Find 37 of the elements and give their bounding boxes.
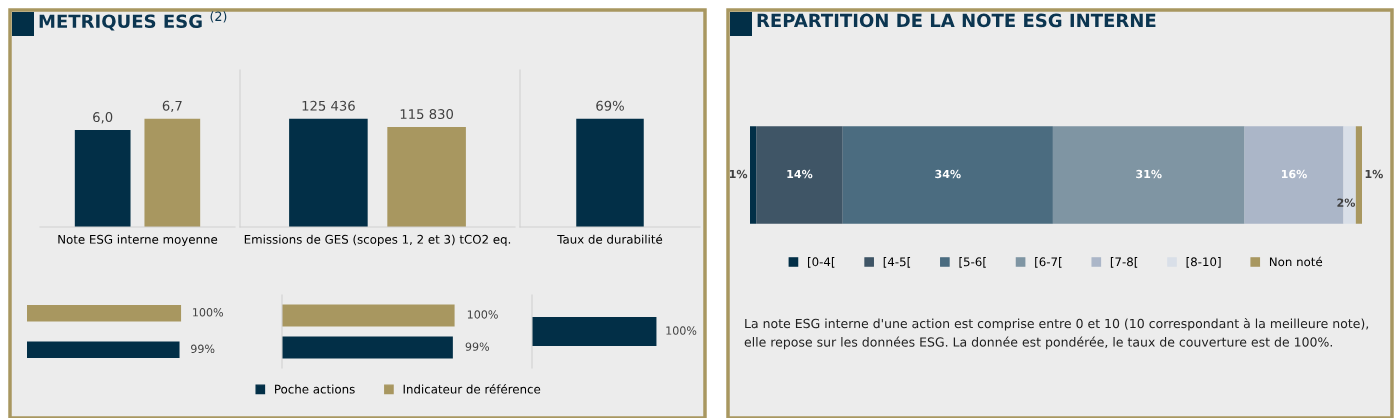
data-label: 100% [666, 326, 697, 335]
bar [756, 126, 843, 224]
annotation: La note ESG interne d'une action est comprise entre 0 et 10 (10 correspondant à la meilleure note), elle repose sur les données ESG. La donnée est pondérée, le taux de couverture est de 100%. [744, 318, 1369, 350]
data-label: 69% [596, 100, 624, 111]
data-label: 125 436 [302, 100, 355, 111]
legend-label: [8-10] [1186, 257, 1221, 268]
x-axis-title: Taux de durabilité [557, 234, 663, 244]
legend-label: [4-5[ [883, 257, 911, 268]
data-label: 16% [1281, 169, 1307, 179]
chart-title: METRIQUES ESG $^{(2)}$ [39, 11, 227, 31]
legend-label: Indicateur de référence [403, 383, 541, 394]
data-label: 31% [1136, 169, 1162, 179]
legend-label: [5-6[ [959, 257, 986, 268]
legend-label: Poche actions [275, 384, 355, 394]
data-label: 2% [1337, 198, 1356, 207]
data-label: 6,7 [162, 100, 182, 113]
data-label: 14% [787, 169, 813, 179]
x-axis-title: Emissions de GES (scopes 1, 2 et 3) tCO2 eq. [244, 234, 511, 247]
data-label: 1% [729, 169, 748, 179]
data-label: 100% [467, 310, 498, 319]
data-label: 99% [465, 342, 490, 351]
data-label: 115 830 [400, 109, 454, 120]
bar [1355, 126, 1362, 224]
data-label: 1% [1365, 169, 1383, 179]
bar [842, 126, 1053, 224]
chart-title: REPARTITION DE LA NOTE ESG INTERNE [757, 13, 1156, 28]
data-label: 100% [193, 308, 224, 317]
data-label: 6,0 [93, 112, 113, 124]
data-label: 34% [935, 169, 961, 179]
legend-label: [6-7[ [1035, 257, 1062, 268]
x-axis-title: Note ESG interne moyenne [58, 234, 218, 247]
legend-label: [0-4[ [808, 257, 835, 268]
data-label: 99% [191, 344, 215, 353]
legend-label: [7-8[ [1110, 257, 1138, 268]
bar [750, 126, 757, 224]
legend-label: Non noté [1269, 256, 1323, 267]
bar [1052, 126, 1245, 224]
